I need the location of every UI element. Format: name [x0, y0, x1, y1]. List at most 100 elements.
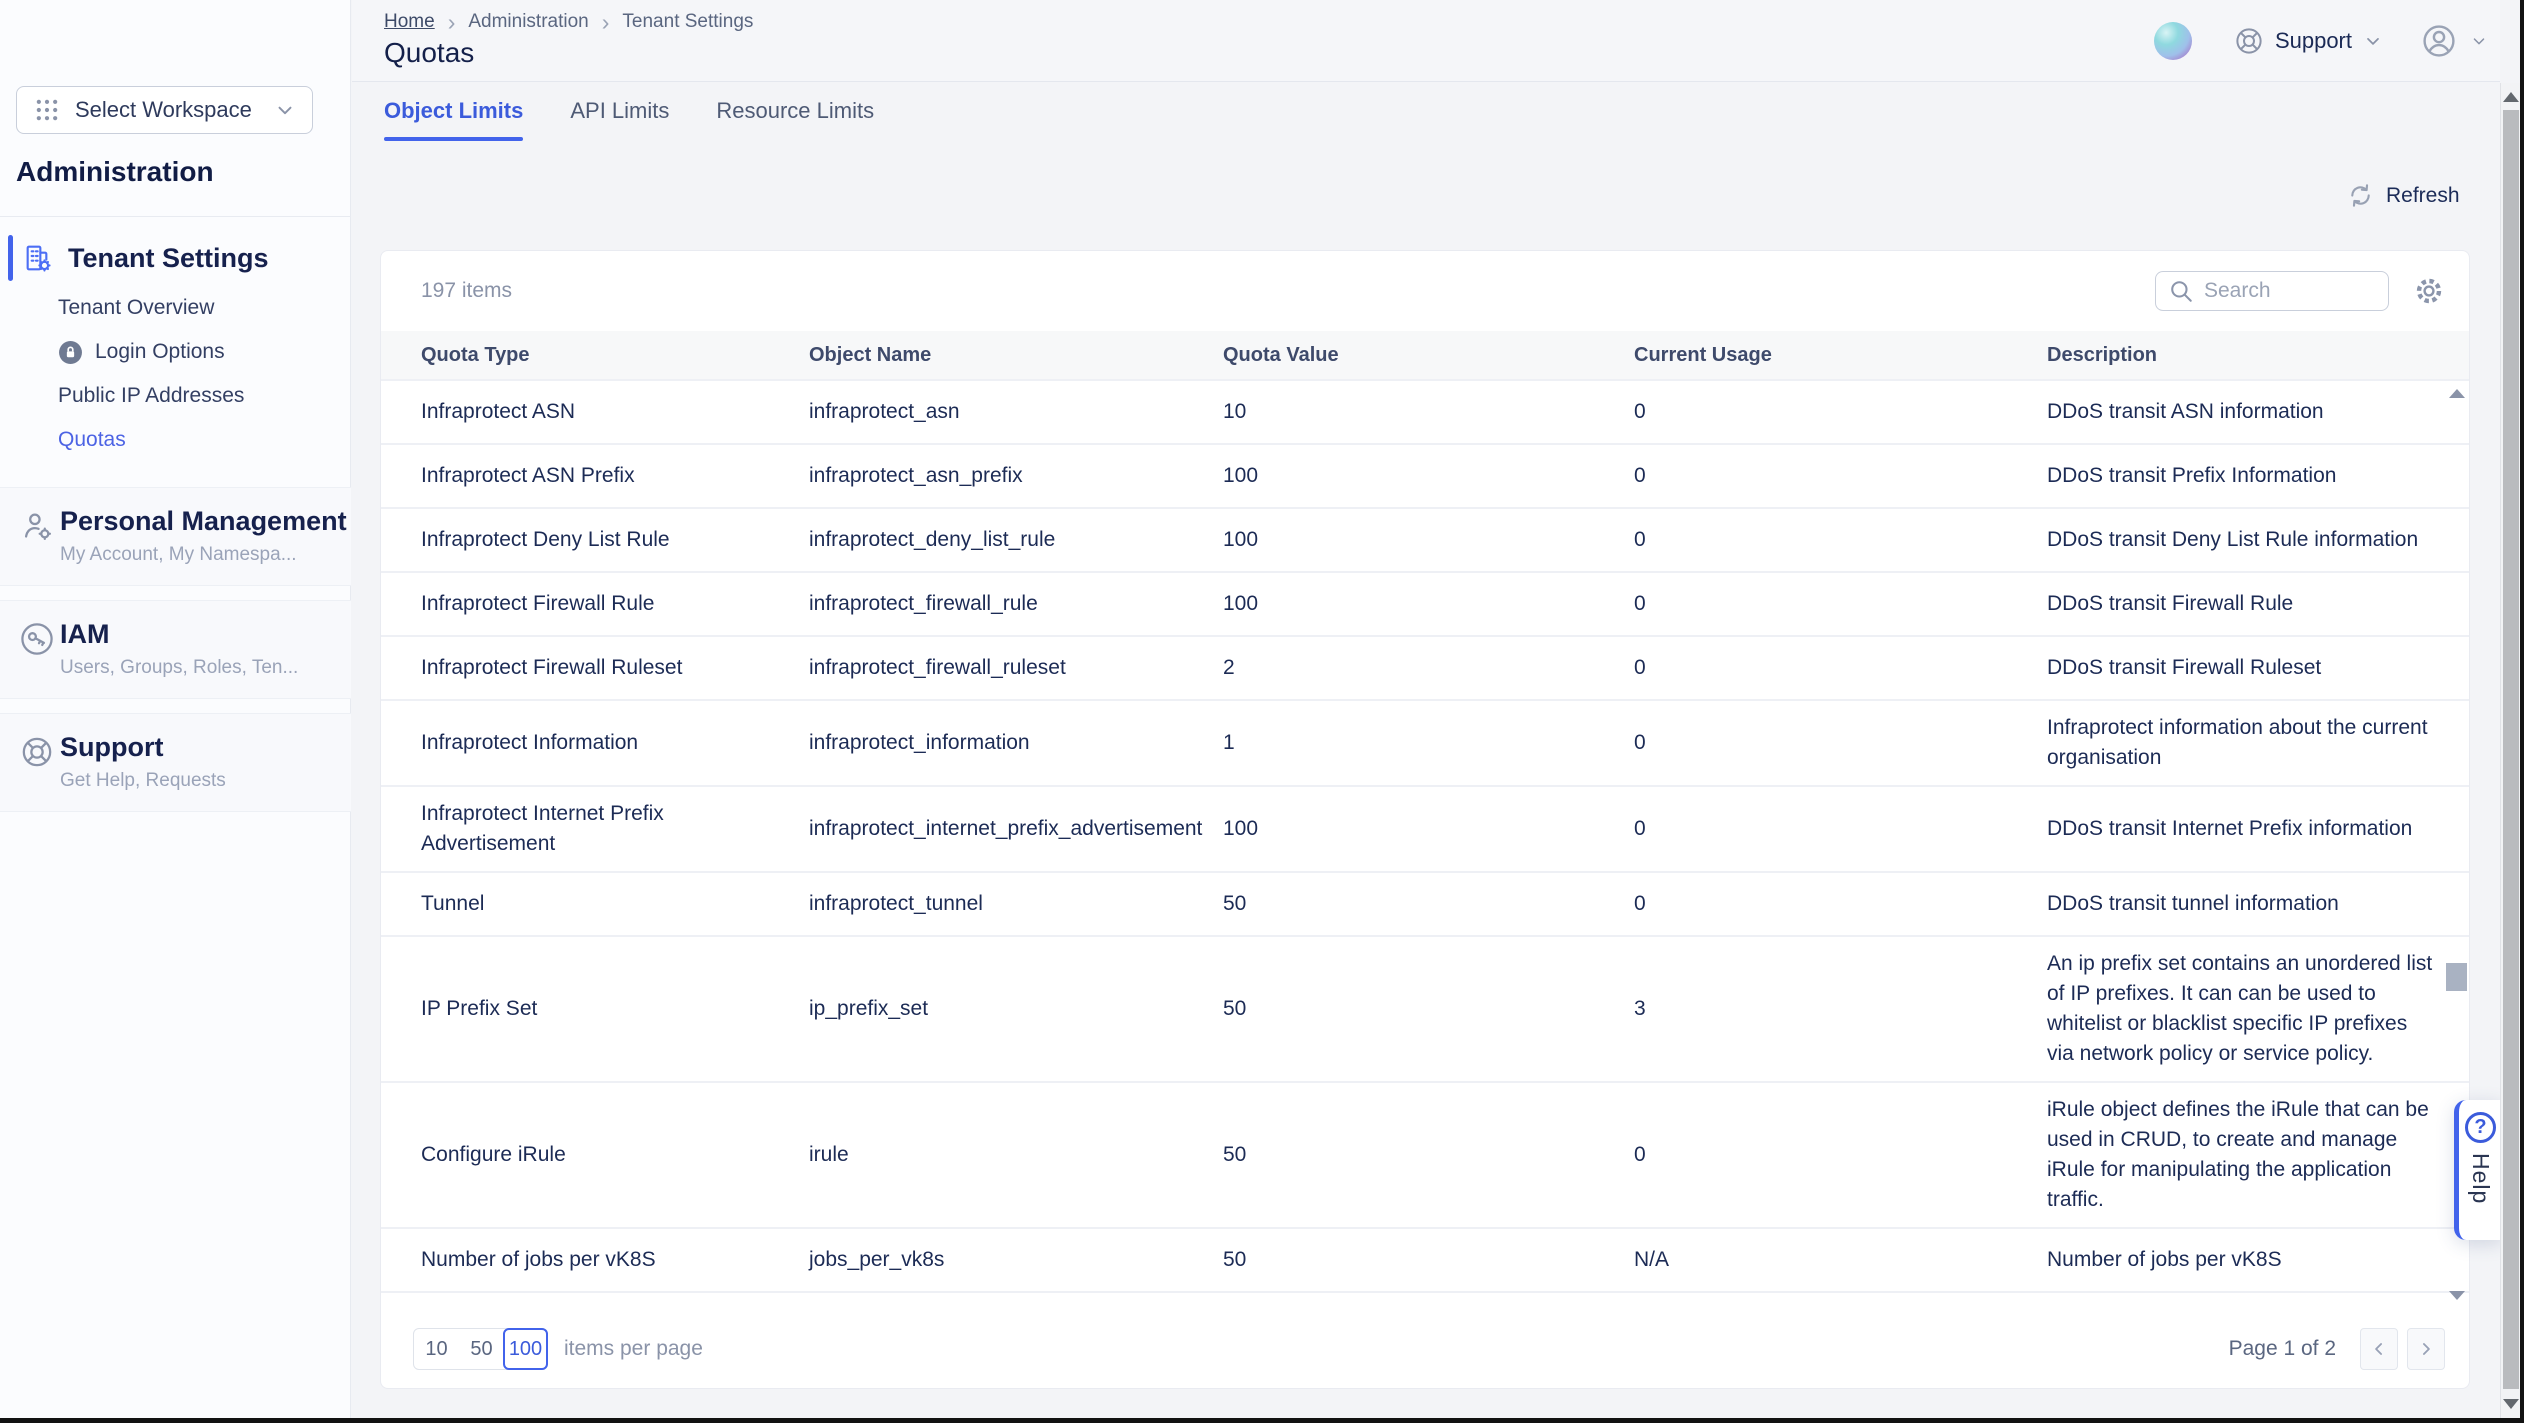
page-info: Page 1 of 2 — [2229, 1337, 2336, 1361]
table-row: Number of jobs per vK8Sjobs_per_vk8s50N/… — [381, 1229, 2469, 1293]
refresh-button[interactable]: Refresh — [2347, 182, 2460, 209]
chevron-down-icon — [2470, 32, 2488, 50]
cell-current-usage: 0 — [1634, 577, 2047, 631]
cell-quota-value: 50 — [1223, 1128, 1634, 1182]
sidebar-item-label: IAM — [60, 618, 298, 651]
assistant-orb-icon[interactable] — [2154, 22, 2192, 60]
page-scrollbar-thumb[interactable] — [2503, 110, 2519, 1389]
scroll-down-icon[interactable] — [2503, 1399, 2519, 1409]
sidebar-sections: Personal ManagementMy Account, My Namesp… — [0, 487, 351, 826]
cell-description: DDoS transit Firewall Rule — [2047, 577, 2469, 631]
header-right: Support — [2154, 0, 2488, 82]
tab-resource-limits[interactable]: Resource Limits — [716, 98, 874, 141]
sidebar: Select Workspace Administration Tenant S… — [0, 0, 351, 1418]
cell-object-name: infraprotect_firewall_rule — [809, 577, 1223, 631]
items-count: 197 items — [421, 279, 512, 303]
table-row: IP Prefix Setip_prefix_set503An ip prefi… — [381, 937, 2469, 1083]
breadcrumb-separator-icon: › — [602, 13, 610, 32]
sidebar-item-iam[interactable]: IAM Users, Groups, Roles, Ten... — [0, 600, 351, 699]
sidebar-item-label: Support — [60, 731, 226, 764]
sidebar-item-login-options[interactable]: Login Options — [58, 330, 244, 374]
page-title: Quotas — [384, 37, 474, 69]
previous-page-button[interactable] — [2360, 1328, 2398, 1370]
cell-quota-type: Number of jobs per vK8S — [381, 1233, 809, 1287]
active-indicator-bar — [8, 235, 13, 281]
scroll-up-icon[interactable] — [2449, 389, 2465, 398]
help-tab[interactable]: ? Help — [2454, 1100, 2502, 1240]
cell-quota-type: Infraprotect ASN — [381, 385, 809, 439]
cell-quota-type: Infraprotect Firewall Ruleset — [381, 641, 809, 695]
sidebar-item-subtitle: My Account, My Namespa... — [60, 544, 347, 566]
next-page-button[interactable] — [2407, 1328, 2445, 1370]
scroll-up-icon[interactable] — [2503, 92, 2519, 102]
cell-object-name: infraprotect_asn — [809, 385, 1223, 439]
table-row: Tunnelinfraprotect_tunnel500DDoS transit… — [381, 873, 2469, 937]
table-row: Infraprotect Deny List Ruleinfraprotect_… — [381, 509, 2469, 573]
scroll-down-icon[interactable] — [2449, 1291, 2465, 1300]
cell-quota-type: Infraprotect Internet Prefix Advertiseme… — [381, 787, 809, 871]
page-size-10-button[interactable]: 10 — [414, 1329, 459, 1369]
breadcrumb-item-home[interactable]: Home — [384, 11, 435, 33]
cell-current-usage: 0 — [1634, 641, 2047, 695]
sidebar-item-quotas[interactable]: Quotas — [58, 418, 244, 462]
cell-quota-value: 50 — [1223, 877, 1634, 931]
support-label: Support — [2275, 28, 2352, 54]
cell-description: DDoS transit ASN information — [2047, 385, 2469, 439]
cell-description: Number of jobs per vK8S — [2047, 1233, 2469, 1287]
chevron-down-icon — [2363, 31, 2383, 51]
cell-quota-type: Tunnel — [381, 877, 809, 931]
table-row: Infraprotect ASNinfraprotect_asn100DDoS … — [381, 381, 2469, 445]
breadcrumb-item-administration[interactable]: Administration — [468, 11, 588, 33]
tenant-settings-subnav: Tenant Overview Login Options Public IP Ad… — [58, 286, 244, 462]
tab-api-limits[interactable]: API Limits — [570, 98, 669, 141]
user-menu[interactable] — [2421, 23, 2488, 59]
support-menu[interactable]: Support — [2234, 26, 2383, 56]
help-tab-label: Help — [2467, 1153, 2494, 1204]
cell-current-usage: 0 — [1634, 385, 2047, 439]
sidebar-item-personal-management[interactable]: Personal ManagementMy Account, My Namesp… — [0, 487, 351, 586]
cell-quota-value: 100 — [1223, 802, 1634, 856]
cell-object-name: infraprotect_asn_prefix — [809, 449, 1223, 503]
sidebar-item-public-ip-addresses[interactable]: Public IP Addresses — [58, 374, 244, 418]
search-icon — [2168, 278, 2194, 304]
sidebar-item-tenant-overview[interactable]: Tenant Overview — [58, 286, 244, 330]
column-header-description: Description — [2047, 344, 2469, 367]
table-row: Infraprotect Firewall Ruleinfraprotect_f… — [381, 573, 2469, 637]
top-header: Home›Administration›Tenant Settings Quot… — [352, 0, 2500, 82]
cell-object-name: jobs_per_vk8s — [809, 1233, 1223, 1287]
sidebar-item-tenant-settings[interactable]: Tenant Settings — [0, 232, 351, 284]
table-scrollbar-thumb[interactable] — [2446, 963, 2467, 991]
chevron-down-icon — [274, 99, 296, 121]
table-row: Infraprotect Informationinfraprotect_inf… — [381, 701, 2469, 787]
pagination-bar: 1050100 items per page Page 1 of 2 — [381, 1310, 2469, 1388]
table-settings-gear-icon[interactable] — [2413, 275, 2445, 307]
breadcrumb: Home›Administration›Tenant Settings — [384, 11, 753, 33]
cell-quota-type: Infraprotect Firewall Rule — [381, 577, 809, 631]
sidebar-item-support[interactable]: SupportGet Help, Requests — [0, 713, 351, 812]
cell-object-name: infraprotect_deny_list_rule — [809, 513, 1223, 567]
cell-quota-type: Infraprotect Information — [381, 716, 809, 770]
table-row: Configure iRuleirule500iRule object defi… — [381, 1083, 2469, 1229]
tab-object-limits[interactable]: Object Limits — [384, 98, 523, 141]
refresh-label: Refresh — [2386, 184, 2460, 208]
workspace-selector[interactable]: Select Workspace — [16, 86, 313, 134]
cell-quota-value: 50 — [1223, 982, 1634, 1036]
cell-object-name: infraprotect_firewall_ruleset — [809, 641, 1223, 695]
sidebar-item-subtitle: Users, Groups, Roles, Ten... — [60, 657, 298, 679]
page-scrollbar[interactable] — [2500, 83, 2520, 1418]
grid-icon — [33, 96, 61, 124]
cell-quota-type: IP Prefix Set — [381, 982, 809, 1036]
lifebuoy-icon — [20, 735, 54, 769]
page-size-100-button[interactable]: 100 — [503, 1328, 548, 1370]
breadcrumb-item-tenant-settings[interactable]: Tenant Settings — [622, 11, 753, 33]
cell-quota-value: 2 — [1223, 641, 1634, 695]
sidebar-item-label: Login Options — [95, 340, 225, 364]
cell-quota-value: 100 — [1223, 577, 1634, 631]
cell-current-usage: 0 — [1634, 877, 2047, 931]
screen-edge — [2520, 0, 2524, 1423]
cell-current-usage: 0 — [1634, 449, 2047, 503]
search-input[interactable] — [2204, 279, 2364, 303]
search-box[interactable] — [2155, 271, 2389, 311]
page-size-50-button[interactable]: 50 — [459, 1329, 504, 1369]
sidebar-item-label: Public IP Addresses — [58, 384, 244, 408]
